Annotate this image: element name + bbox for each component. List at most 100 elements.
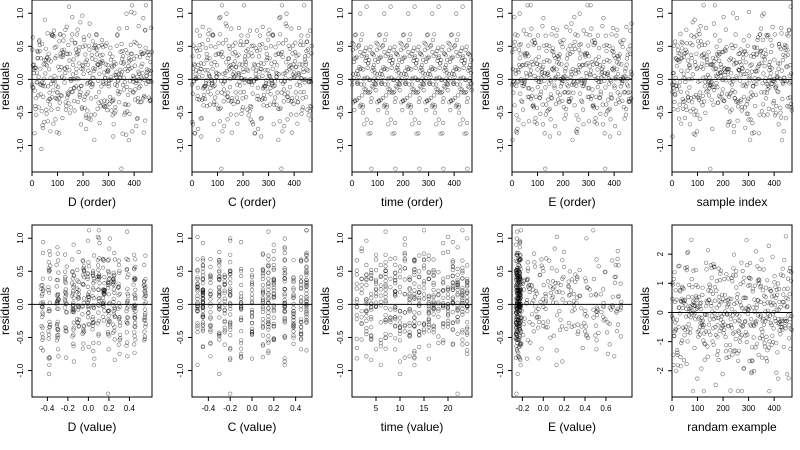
data-point — [705, 40, 710, 45]
x-tick-label: 200 — [76, 179, 90, 188]
data-point — [378, 287, 383, 292]
data-point — [46, 356, 51, 361]
data-point — [563, 112, 569, 117]
data-point — [195, 330, 200, 335]
data-point — [369, 96, 374, 101]
data-point — [67, 58, 72, 63]
x-axis-title: time (order) — [381, 195, 443, 209]
data-point — [546, 258, 552, 263]
data-point — [549, 95, 554, 100]
data-point — [615, 322, 621, 327]
data-point — [124, 25, 130, 31]
data-point — [776, 89, 781, 95]
data-point — [742, 49, 747, 55]
data-point — [239, 266, 244, 272]
data-point — [250, 91, 255, 96]
data-point — [695, 39, 701, 44]
data-point — [540, 65, 546, 70]
data-point — [441, 250, 446, 256]
data-point — [226, 43, 231, 48]
x-tick-label: 100 — [531, 179, 545, 188]
y-axis-title: residuals — [478, 62, 492, 110]
data-point — [143, 324, 148, 329]
data-point — [758, 26, 764, 31]
data-point — [308, 103, 313, 109]
data-point — [747, 78, 753, 83]
x-tick-label: 200 — [716, 404, 730, 413]
data-point — [60, 54, 65, 59]
data-point — [683, 325, 688, 330]
data-point — [582, 79, 587, 84]
data-point — [148, 98, 153, 103]
data-point — [416, 131, 421, 136]
data-point — [690, 20, 695, 25]
data-point — [782, 258, 787, 263]
data-point — [747, 137, 753, 142]
data-point — [753, 103, 758, 109]
data-point — [409, 82, 415, 87]
data-point — [752, 309, 757, 315]
data-point — [54, 130, 59, 135]
data-point — [71, 57, 76, 62]
data-point — [410, 122, 415, 127]
data-point — [106, 317, 111, 322]
data-point — [232, 59, 237, 64]
data-point — [268, 92, 273, 97]
data-point — [393, 347, 398, 352]
data-point — [437, 54, 442, 59]
data-point — [778, 305, 783, 310]
data-point — [397, 338, 403, 343]
data-point — [464, 99, 470, 105]
data-point — [125, 291, 130, 296]
data-point — [395, 53, 400, 58]
data-point — [455, 266, 460, 272]
data-point — [549, 48, 555, 54]
data-point — [228, 281, 233, 286]
data-point — [588, 72, 593, 78]
data-point — [680, 41, 685, 46]
data-point — [62, 305, 67, 310]
data-point — [693, 268, 698, 273]
x-tick-label: 0.4 — [579, 404, 591, 413]
data-point — [62, 47, 67, 52]
data-point — [748, 117, 753, 122]
data-point — [42, 17, 48, 22]
data-point — [686, 322, 691, 327]
data-point — [570, 309, 575, 314]
data-point — [125, 92, 131, 98]
y-tick-label: 0.5 — [336, 265, 345, 277]
y-tick-label: 1.0 — [176, 232, 185, 244]
data-point — [58, 92, 64, 98]
data-point — [55, 245, 60, 250]
data-point — [199, 97, 205, 102]
data-point — [674, 87, 680, 92]
data-point — [465, 166, 470, 171]
data-point — [243, 62, 248, 67]
data-point — [445, 295, 451, 300]
data-point — [142, 28, 147, 33]
data-point — [82, 97, 87, 102]
data-point — [249, 326, 255, 332]
data-point — [547, 59, 552, 64]
data-point — [600, 122, 606, 127]
data-point — [586, 119, 592, 124]
data-point — [142, 307, 147, 312]
data-point — [616, 56, 621, 61]
data-point — [716, 100, 721, 105]
data-point — [411, 45, 417, 50]
y-tick-label: 0.5 — [176, 40, 185, 52]
data-point — [524, 51, 529, 56]
data-point — [40, 331, 45, 337]
data-point — [212, 99, 217, 104]
data-point — [561, 249, 567, 254]
data-point — [461, 54, 466, 59]
data-point — [249, 267, 255, 273]
data-point — [103, 81, 109, 86]
data-point — [38, 66, 43, 71]
data-point — [83, 113, 88, 118]
y-axis-title: residuals — [318, 62, 332, 110]
data-point — [417, 96, 422, 101]
data-point — [208, 280, 213, 286]
data-point — [452, 74, 457, 79]
